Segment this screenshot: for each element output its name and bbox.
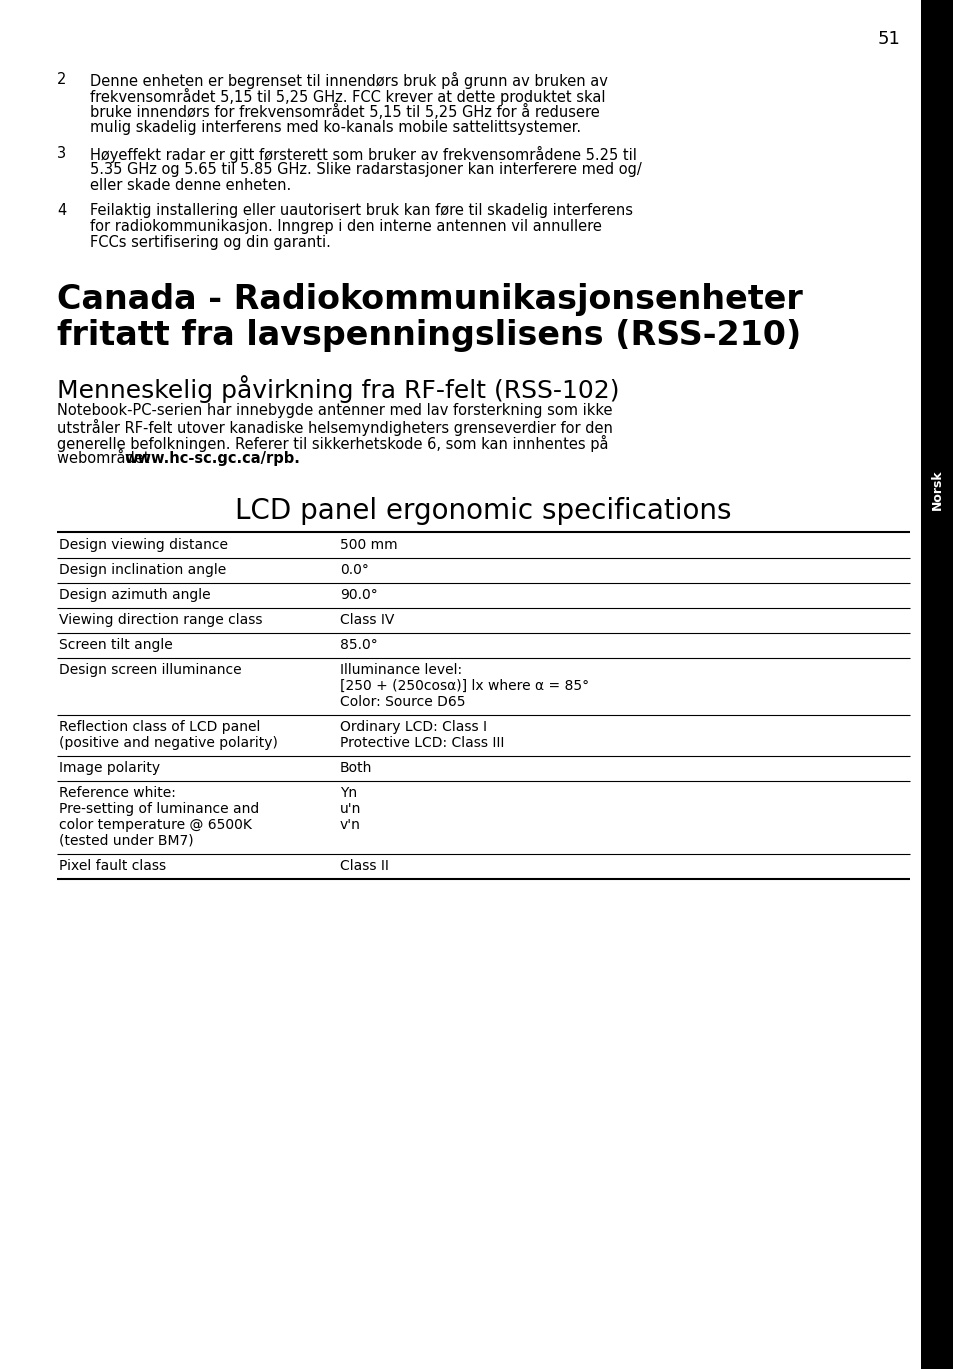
Text: 0.0°: 0.0°: [339, 563, 369, 576]
Text: fritatt fra lavspenningslisens (RSS-210): fritatt fra lavspenningslisens (RSS-210): [57, 319, 801, 352]
Text: Canada - Radiokommunikasjonsenheter: Canada - Radiokommunikasjonsenheter: [57, 283, 801, 316]
Text: Reflection class of LCD panel: Reflection class of LCD panel: [59, 720, 260, 734]
Text: 85.0°: 85.0°: [339, 638, 377, 652]
Text: (positive and negative polarity): (positive and negative polarity): [59, 735, 277, 750]
Text: u'n: u'n: [339, 802, 361, 816]
Text: Illuminance level:: Illuminance level:: [339, 663, 461, 676]
Text: Høyeffekt radar er gitt førsterett som bruker av frekvensområdene 5.25 til: Høyeffekt radar er gitt førsterett som b…: [90, 145, 637, 163]
Text: Yn: Yn: [339, 786, 356, 799]
Text: 90.0°: 90.0°: [339, 587, 377, 602]
Text: mulig skadelig interferens med ko-kanals mobile sattelittsystemer.: mulig skadelig interferens med ko-kanals…: [90, 120, 580, 136]
Text: 500 mm: 500 mm: [339, 538, 397, 552]
Text: Design azimuth angle: Design azimuth angle: [59, 587, 211, 602]
Text: Feilaktig installering eller uautorisert bruk kan føre til skadelig interferens: Feilaktig installering eller uautorisert…: [90, 203, 633, 218]
Text: Screen tilt angle: Screen tilt angle: [59, 638, 172, 652]
Text: [250 + (250cosα)] lx where α = 85°: [250 + (250cosα)] lx where α = 85°: [339, 679, 589, 693]
Text: Image polarity: Image polarity: [59, 761, 160, 775]
Text: Norsk: Norsk: [930, 470, 943, 511]
Text: Menneskelig påvirkning fra RF-felt (RSS-102): Menneskelig påvirkning fra RF-felt (RSS-…: [57, 375, 618, 402]
Text: 5.35 GHz og 5.65 til 5.85 GHz. Slike radarstasjoner kan interferere med og/: 5.35 GHz og 5.65 til 5.85 GHz. Slike rad…: [90, 162, 641, 177]
Text: Viewing direction range class: Viewing direction range class: [59, 613, 262, 627]
Text: generelle befolkningen. Referer til sikkerhetskode 6, som kan innhentes på: generelle befolkningen. Referer til sikk…: [57, 435, 608, 452]
Text: Color: Source D65: Color: Source D65: [339, 695, 465, 709]
Text: Design screen illuminance: Design screen illuminance: [59, 663, 241, 676]
Bar: [920, 0, 953, 1369]
Text: Protective LCD: Class III: Protective LCD: Class III: [339, 735, 504, 750]
Text: for radiokommunikasjon. Inngrep i den interne antennen vil annullere: for radiokommunikasjon. Inngrep i den in…: [90, 219, 601, 234]
Text: Both: Both: [339, 761, 372, 775]
Text: 3: 3: [57, 145, 66, 160]
Text: utstråler RF-felt utover kanadiske helsemyndigheters grenseverdier for den: utstråler RF-felt utover kanadiske helse…: [57, 419, 612, 435]
Text: Design inclination angle: Design inclination angle: [59, 563, 226, 576]
Text: eller skade denne enheten.: eller skade denne enheten.: [90, 178, 291, 193]
Text: Denne enheten er begrenset til innendørs bruk på grunn av bruken av: Denne enheten er begrenset til innendørs…: [90, 73, 607, 89]
Text: FCCs sertifisering og din garanti.: FCCs sertifisering og din garanti.: [90, 235, 331, 251]
Text: frekvensområdet 5,15 til 5,25 GHz. FCC krever at dette produktet skal: frekvensområdet 5,15 til 5,25 GHz. FCC k…: [90, 88, 605, 105]
Text: Notebook-PC-serien har innebygde antenner med lav forsterkning som ikke: Notebook-PC-serien har innebygde antenne…: [57, 402, 612, 418]
Text: Class IV: Class IV: [339, 613, 394, 627]
Text: v'n: v'n: [339, 817, 360, 832]
Text: Pixel fault class: Pixel fault class: [59, 858, 166, 873]
Text: webområdet: webområdet: [57, 450, 154, 465]
Text: Pre-setting of luminance and: Pre-setting of luminance and: [59, 802, 259, 816]
Text: Design viewing distance: Design viewing distance: [59, 538, 228, 552]
Text: Reference white:: Reference white:: [59, 786, 175, 799]
Text: LCD panel ergonomic specifications: LCD panel ergonomic specifications: [235, 497, 731, 524]
Text: color temperature @ 6500K: color temperature @ 6500K: [59, 817, 252, 832]
Text: Ordinary LCD: Class I: Ordinary LCD: Class I: [339, 720, 486, 734]
Text: 2: 2: [57, 73, 67, 88]
Text: (tested under BM7): (tested under BM7): [59, 834, 193, 847]
Text: 51: 51: [877, 30, 900, 48]
Text: Class II: Class II: [339, 858, 389, 873]
Text: bruke innendørs for frekvensområdet 5,15 til 5,25 GHz for å redusere: bruke innendørs for frekvensområdet 5,15…: [90, 104, 599, 120]
Text: www.hc-sc.gc.ca/rpb.: www.hc-sc.gc.ca/rpb.: [124, 450, 299, 465]
Text: 4: 4: [57, 203, 66, 218]
